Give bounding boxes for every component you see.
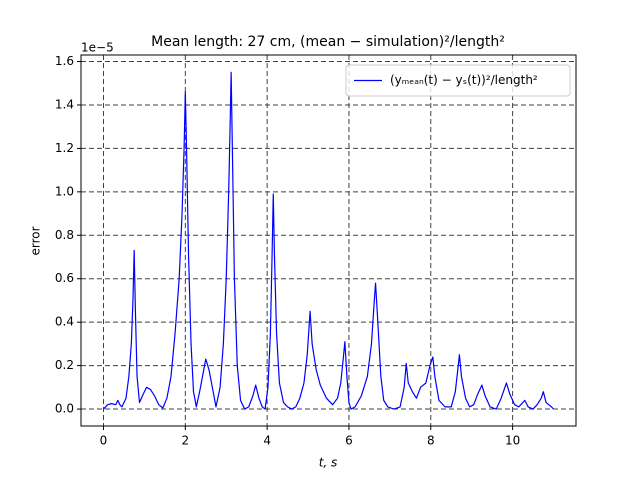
y-tick-label: 0.2 <box>55 358 74 372</box>
y-tick-label: 0.0 <box>55 402 74 416</box>
y-offset-label: 1e−5 <box>81 41 114 55</box>
x-tick-label: 8 <box>427 434 435 448</box>
plot-frame <box>80 54 577 427</box>
y-tick-label: 1.4 <box>55 97 74 111</box>
x-tick-label: 0 <box>100 434 108 448</box>
x-tick-label: 10 <box>505 434 520 448</box>
x-tick-label: 4 <box>263 434 271 448</box>
y-tick-label: 0.4 <box>55 315 74 329</box>
y-tick-label: 1.2 <box>55 141 74 155</box>
y-tick-label: 0.8 <box>55 228 74 242</box>
y-tick-label: 1.6 <box>55 54 74 68</box>
x-tick-label: 2 <box>181 434 189 448</box>
data-line <box>103 71 554 410</box>
y-tick-label: 0.6 <box>55 271 74 285</box>
y-axis-label: error <box>29 226 43 255</box>
legend-label: (yₘₑₐₙ(t) − yₛ(t))²/length² <box>390 73 538 87</box>
y-tick-label: 1.0 <box>55 184 74 198</box>
legend-box <box>345 64 571 97</box>
x-tick-label: 6 <box>345 434 353 448</box>
x-axis-label: t, s <box>319 456 338 470</box>
chart-title: Mean length: 27 cm, (mean − simulation)²… <box>151 34 505 50</box>
